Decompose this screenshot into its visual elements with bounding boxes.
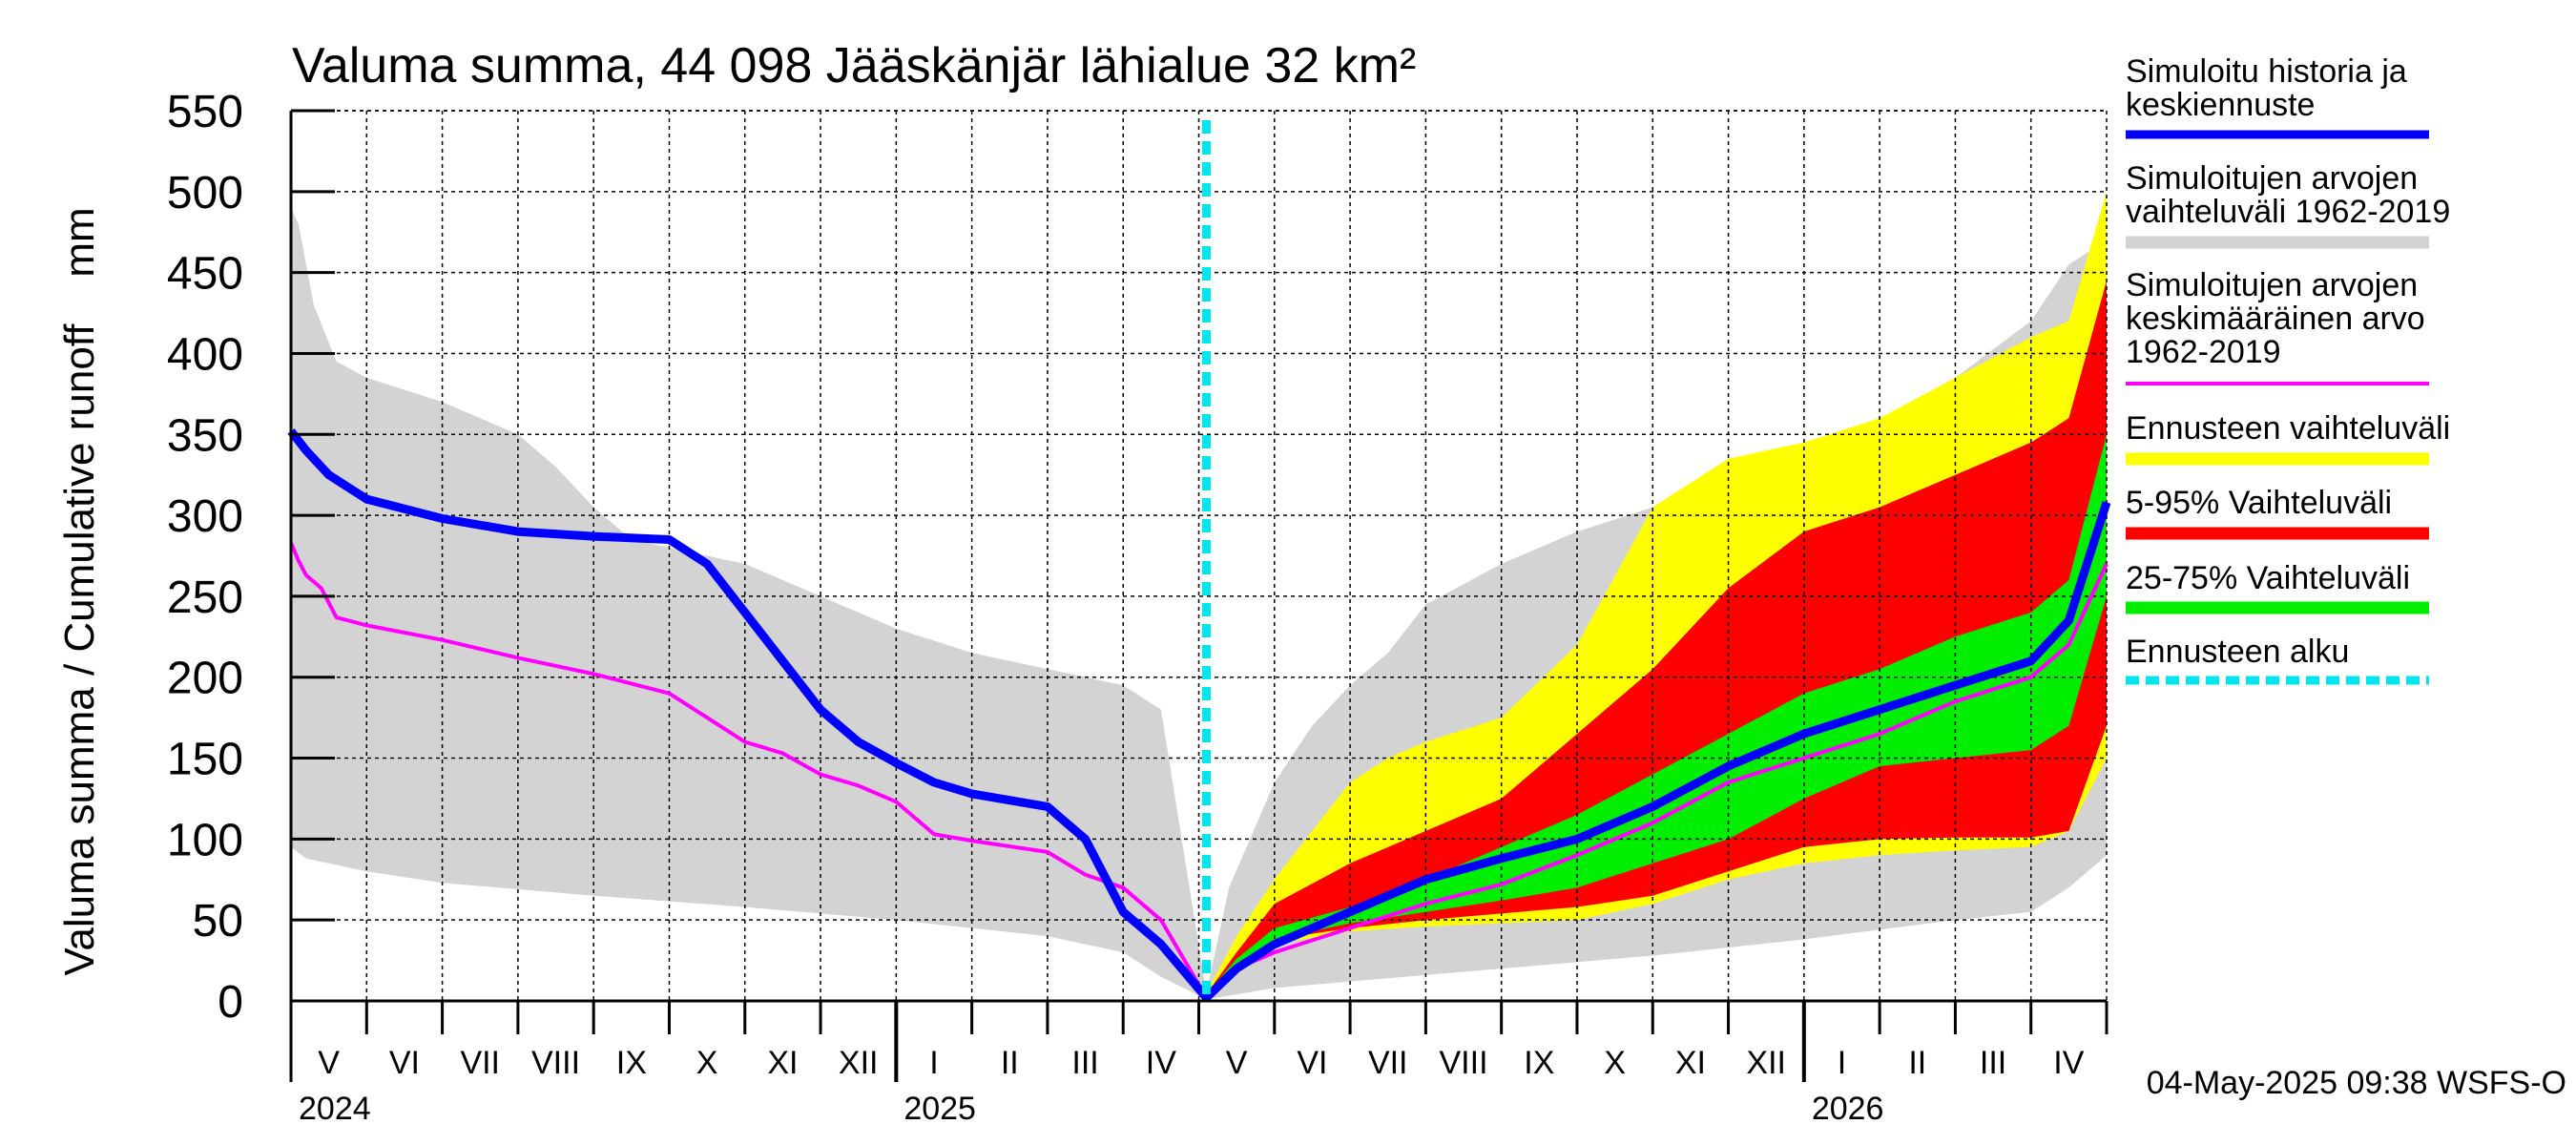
y-tick-label: 200 bbox=[167, 654, 243, 704]
y-tick-label: 100 bbox=[167, 815, 243, 865]
month-label: VIII bbox=[531, 1045, 580, 1081]
month-label: VI bbox=[389, 1045, 420, 1081]
month-label: X bbox=[696, 1045, 718, 1081]
history-forecast-line bbox=[287, 428, 2111, 1003]
y-tick-label: 400 bbox=[167, 329, 243, 380]
y-tick-label: 150 bbox=[167, 735, 243, 785]
legend-label: Simuloitu historia ja bbox=[2126, 53, 2407, 90]
legend-label: Simuloitujen arvojen bbox=[2126, 160, 2418, 197]
y-axis-label: Valuma summa / Cumulative runoff mm bbox=[56, 207, 103, 975]
month-label: VII bbox=[460, 1045, 500, 1081]
legend-label: 25-75% Vaihteluväli bbox=[2126, 560, 2410, 596]
month-label: X bbox=[1604, 1045, 1626, 1081]
month-label: V bbox=[318, 1045, 340, 1081]
month-label: XI bbox=[767, 1045, 798, 1081]
month-label: II bbox=[1001, 1045, 1019, 1081]
month-label: XII bbox=[839, 1045, 879, 1081]
footer-timestamp: 04-May-2025 09:38 WSFS-O bbox=[2147, 1065, 2566, 1101]
legend-label: Ennusteen vaihteluväli bbox=[2126, 410, 2450, 447]
month-label: V bbox=[1226, 1045, 1248, 1081]
grid-layer bbox=[291, 110, 2108, 1001]
year-label: 2026 bbox=[1812, 1091, 1884, 1127]
month-label: VI bbox=[1297, 1045, 1327, 1081]
month-label: VII bbox=[1368, 1045, 1408, 1081]
y-tick-label: 300 bbox=[167, 491, 243, 542]
legend-label: 5-95% Vaihteluväli bbox=[2126, 485, 2392, 521]
month-label: XI bbox=[1675, 1045, 1706, 1081]
month-label: VIII bbox=[1440, 1045, 1488, 1081]
y-tick-label: 550 bbox=[167, 87, 243, 137]
chart-title: Valuma summa, 44 098 Jääskänjär lähialue… bbox=[292, 38, 1416, 94]
legend-label: keskiennuste bbox=[2126, 87, 2315, 123]
p5-95-band bbox=[1206, 281, 2107, 996]
y-tick-label: 250 bbox=[167, 572, 243, 623]
month-label: II bbox=[1908, 1045, 1926, 1081]
legend-label: Ennusteen alku bbox=[2126, 634, 2349, 670]
legend-label: keskimääräinen arvo bbox=[2126, 301, 2425, 337]
y-tick-label: 450 bbox=[167, 249, 243, 300]
line-layer bbox=[287, 120, 2111, 1003]
month-label: III bbox=[1980, 1045, 2006, 1081]
year-label: 2024 bbox=[299, 1091, 371, 1127]
month-label: IX bbox=[616, 1045, 647, 1081]
legend-label: vaihteluväli 1962-2019 bbox=[2126, 194, 2450, 230]
y-tick-label: 500 bbox=[167, 168, 243, 219]
year-label: 2025 bbox=[904, 1091, 976, 1127]
y-tick-label: 50 bbox=[193, 896, 243, 947]
y-tick-label: 0 bbox=[218, 977, 243, 1028]
legend-label: Simuloitujen arvojen bbox=[2126, 267, 2418, 303]
legend-label: 1962-2019 bbox=[2126, 334, 2281, 370]
month-label: I bbox=[929, 1045, 938, 1081]
mean-line bbox=[289, 542, 2109, 1001]
month-label: III bbox=[1071, 1045, 1098, 1081]
y-tick-label: 350 bbox=[167, 410, 243, 461]
month-label: XII bbox=[1746, 1045, 1786, 1081]
month-label: IV bbox=[2053, 1045, 2084, 1081]
month-label: IV bbox=[1146, 1045, 1176, 1081]
month-label: I bbox=[1838, 1045, 1846, 1081]
month-label: IX bbox=[1524, 1045, 1554, 1081]
